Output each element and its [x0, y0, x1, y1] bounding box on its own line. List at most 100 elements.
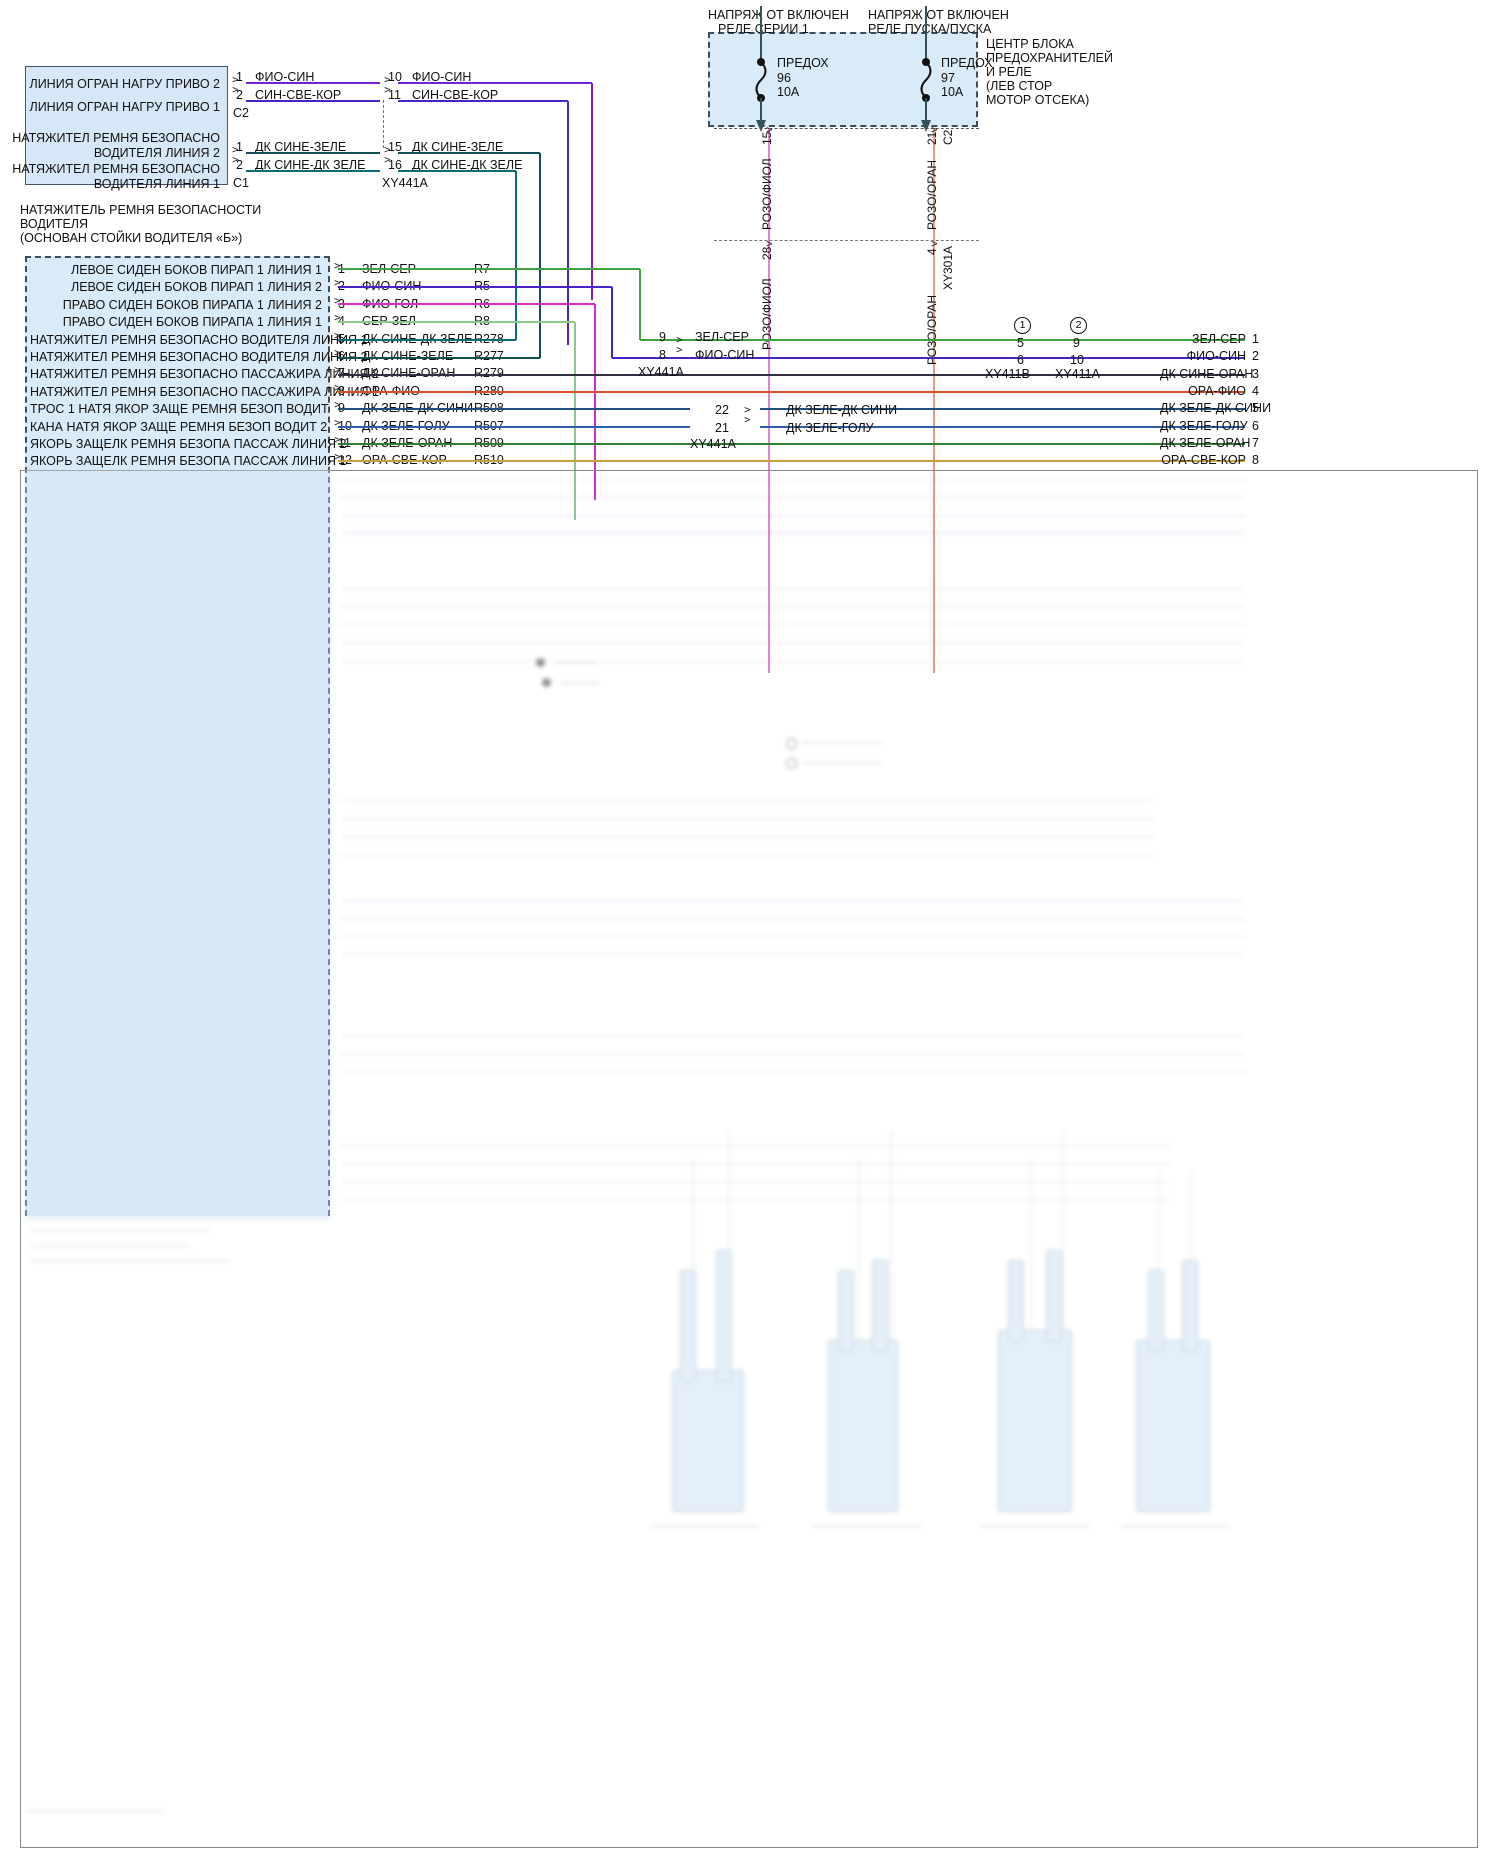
main-row-label: ЯКОРЬ ЗАЩЕЛК РЕМНЯ БЕЗОПА ПАССАЖ ЛИНИЯ 2: [30, 437, 347, 451]
orange-wire-name-bottom: РОЗО/ОРАН: [925, 294, 939, 365]
orange-wire-name-top: РОЗО/ОРАН: [925, 159, 939, 230]
fuse-header-left-0: НАПРЯЖ ОТ ВКЛЮЧЕН: [708, 8, 849, 22]
connector-symbol-xy441a-mid: ﹥ ﹥: [672, 331, 688, 357]
main-row-wire: ОРА-ФИО: [362, 383, 420, 398]
wire-rozo-oran: [933, 128, 935, 673]
right-row-wire: ДК СИНЕ-ОРАН: [1160, 366, 1254, 381]
fuse-side-label-0: ЦЕНТР БЛОКА: [986, 37, 1074, 51]
pink-wire-name-bottom: РОЗО/ФИОЛ: [760, 278, 774, 350]
lower-blurred-region: [0, 470, 1500, 1848]
fuse-96-name: ПРЕДОХ: [777, 56, 829, 70]
main-row-label: ЛЕВОЕ СИДЕН БОКОВ ПИРАП 1 ЛИНИЯ 2: [71, 280, 322, 295]
marker-circle-2: 2: [1070, 317, 1087, 334]
fuse-side-label-4: МОТОР ОТСЕКА): [986, 93, 1090, 107]
main-row-label: НАТЯЖИТЕЛ РЕМНЯ БЕЗОПАСНО ВОДИТЕЛЯ ЛИНИЯ…: [30, 350, 368, 364]
pink-wire-name-top: РОЗО/ФИОЛ: [760, 158, 774, 230]
midjunction-low-connector: XY441A: [690, 437, 736, 451]
connector-symbol-orange-21: ﹥: [927, 121, 943, 137]
main-row-pin: 10: [338, 418, 352, 433]
lower-left-block: [25, 470, 330, 1220]
right-row-num: 6: [1252, 418, 1259, 433]
right-row-num: 1: [1252, 332, 1259, 346]
connector-group-dash: [383, 100, 384, 148]
main-row-code: R7: [474, 262, 490, 276]
main-row-label: ЛЕВОЕ СИДЕН БОКОВ ПИРАП 1 ЛИНИЯ 1: [71, 263, 322, 277]
driver-wire-4: ДК СИНЕ-ДК ЗЕЛЕ: [255, 158, 366, 172]
midjunction-connector: XY441A: [638, 365, 684, 379]
driver-wire-3: ДК СИНЕ-ЗЕЛЕ: [255, 140, 347, 154]
orange-connector-xy301a: XY301A: [941, 245, 955, 290]
main-row-label: ЯКОРЬ ЗАЩЕЛК РЕМНЯ БЕЗОПА ПАССАЖ ЛИНИЯ 1: [30, 454, 347, 469]
midjunction-low-wire-22: ДК ЗЕЛЕ-ДК СИНИ: [786, 403, 898, 417]
driver-row-2-label: НАТЯЖИТЕЛ РЕМНЯ БЕЗОПАСНО: [12, 131, 220, 145]
connector-symbol-main: ﹥: [330, 431, 346, 447]
driver-row-3-label: НАТЯЖИТЕЛ РЕМНЯ БЕЗОПАСНО: [12, 162, 220, 176]
right-row-wire: ОРА-СВЕ-КОР: [1161, 453, 1246, 468]
right-row-num: 8: [1252, 453, 1259, 468]
right-pin-6: 6: [1017, 353, 1024, 367]
connector-symbol-xy441a-low: ﹥ ﹥: [740, 401, 756, 427]
fuse-header-right-0: НАПРЯЖ ОТ ВКЛЮЧЕН: [868, 8, 1009, 22]
connector-symbol-c1: ﹥ ﹥: [228, 141, 244, 167]
main-row-wire: ДК СИНЕ-ЗЕЛЕ: [362, 349, 454, 363]
right-pin-9: 9: [1073, 336, 1080, 350]
main-row-wire: ОРА-СВЕ-КОР: [362, 453, 447, 468]
wire-rozo-fiol: [768, 128, 770, 673]
main-row-code: R277: [474, 349, 504, 363]
midjunction-wire-9: ЗЕЛ-СЕР: [695, 330, 749, 344]
main-row-pin: 5: [338, 331, 345, 346]
connector-symbol-c2: ﹥ ﹥: [228, 71, 244, 97]
midjunction-wire-8: ФИО-СИН: [695, 348, 755, 362]
right-row-num: 7: [1252, 435, 1259, 450]
right-row-num: 5: [1252, 401, 1259, 416]
main-row-pin: 7: [338, 366, 345, 381]
driver-pin-2: 2: [236, 88, 243, 102]
mid-wire-15: ДК СИНЕ-ЗЕЛЕ: [412, 140, 504, 154]
main-row-label: ПРАВО СИДЕН БОКОВ ПИРАПА 1 ЛИНИЯ 1: [62, 315, 322, 330]
midjunction-low-pin-21: 21: [715, 421, 729, 435]
connector-label-c2: C2: [233, 106, 249, 120]
main-row-code: R279: [474, 366, 504, 381]
connector-symbol-main: ﹥: [330, 396, 346, 413]
driver-row-3-label-2: ВОДИТЕЛЯ ЛИНИЯ 1: [93, 177, 220, 191]
fuse-97-name: ПРЕДОХ: [941, 56, 993, 70]
fuse-97-symbol: [920, 6, 932, 132]
fuse-side-label-3: (ЛЕВ СТОР: [986, 79, 1053, 93]
main-row-code: R6: [474, 296, 490, 311]
main-row-label: НАТЯЖИТЕЛ РЕМНЯ БЕЗОПАСНО ПАССАЖИРА ЛИНИ…: [30, 384, 379, 399]
right-connector-xy411b: XY411B: [985, 367, 1030, 381]
main-row-wire: ДК ЗЕЛЕ-ОРАН: [362, 436, 453, 450]
mid-wire-16: ДК СИНЕ-ДК ЗЕЛЕ: [412, 158, 523, 172]
driver-pin-4: 2: [236, 158, 243, 172]
main-row-code: R5: [474, 279, 490, 294]
main-row-code: R510: [474, 453, 504, 468]
mid-connector-label: XY441A: [382, 176, 428, 190]
fuse-96-symbol: [755, 6, 767, 132]
main-row-wire: СЕР-ЗЕЛ: [362, 314, 416, 329]
right-row-wire: ЗЕЛ-СЕР: [1192, 332, 1246, 346]
main-row-code: R280: [474, 383, 504, 398]
mid-wire-11: СИН-СВЕ-КОР: [412, 88, 499, 102]
right-row-wire: ОРА-ФИО: [1188, 383, 1246, 398]
connector-symbol-main: ﹥: [330, 361, 346, 378]
connector-symbol-orange-4: ﹥: [927, 235, 943, 251]
midjunction-pin-9: 9: [659, 330, 666, 344]
pink-pin-15: 15: [760, 131, 774, 145]
main-row-label: ТРОС 1 НАТЯ ЯКОР ЗАЩЕ РЕМНЯ БЕЗОП ВОДИТ: [30, 402, 329, 417]
main-row-code: R508: [474, 401, 504, 416]
pink-pin-28: 28: [760, 246, 774, 260]
main-row-pin: 8: [338, 383, 345, 398]
driver-row-1-label: ЛИНИЯ ОГРАН НАГРУ ПРИВО 1: [29, 100, 220, 114]
right-pin-5: 5: [1017, 336, 1024, 350]
main-row-wire: ДК ЗЕЛЕ-ДК СИНИ: [362, 401, 474, 416]
connector-symbol-main: ﹥: [330, 378, 346, 395]
driver-wire-1: ФИО-СИН: [255, 70, 315, 84]
main-row-wire: ДК СИНЕ-ДК ЗЕЛЕ: [362, 331, 473, 346]
main-row-code: R509: [474, 436, 504, 450]
connector-label-c1: C1: [233, 176, 249, 190]
right-row-wire: ДК ЗЕЛЕ-ДК СИНИ: [1160, 401, 1272, 416]
right-row-wire: ФИО-СИН: [1186, 349, 1246, 364]
main-row-pin: 6: [338, 349, 345, 363]
right-row-num: 2: [1252, 349, 1259, 364]
mid-pin-11: 11: [388, 88, 401, 102]
